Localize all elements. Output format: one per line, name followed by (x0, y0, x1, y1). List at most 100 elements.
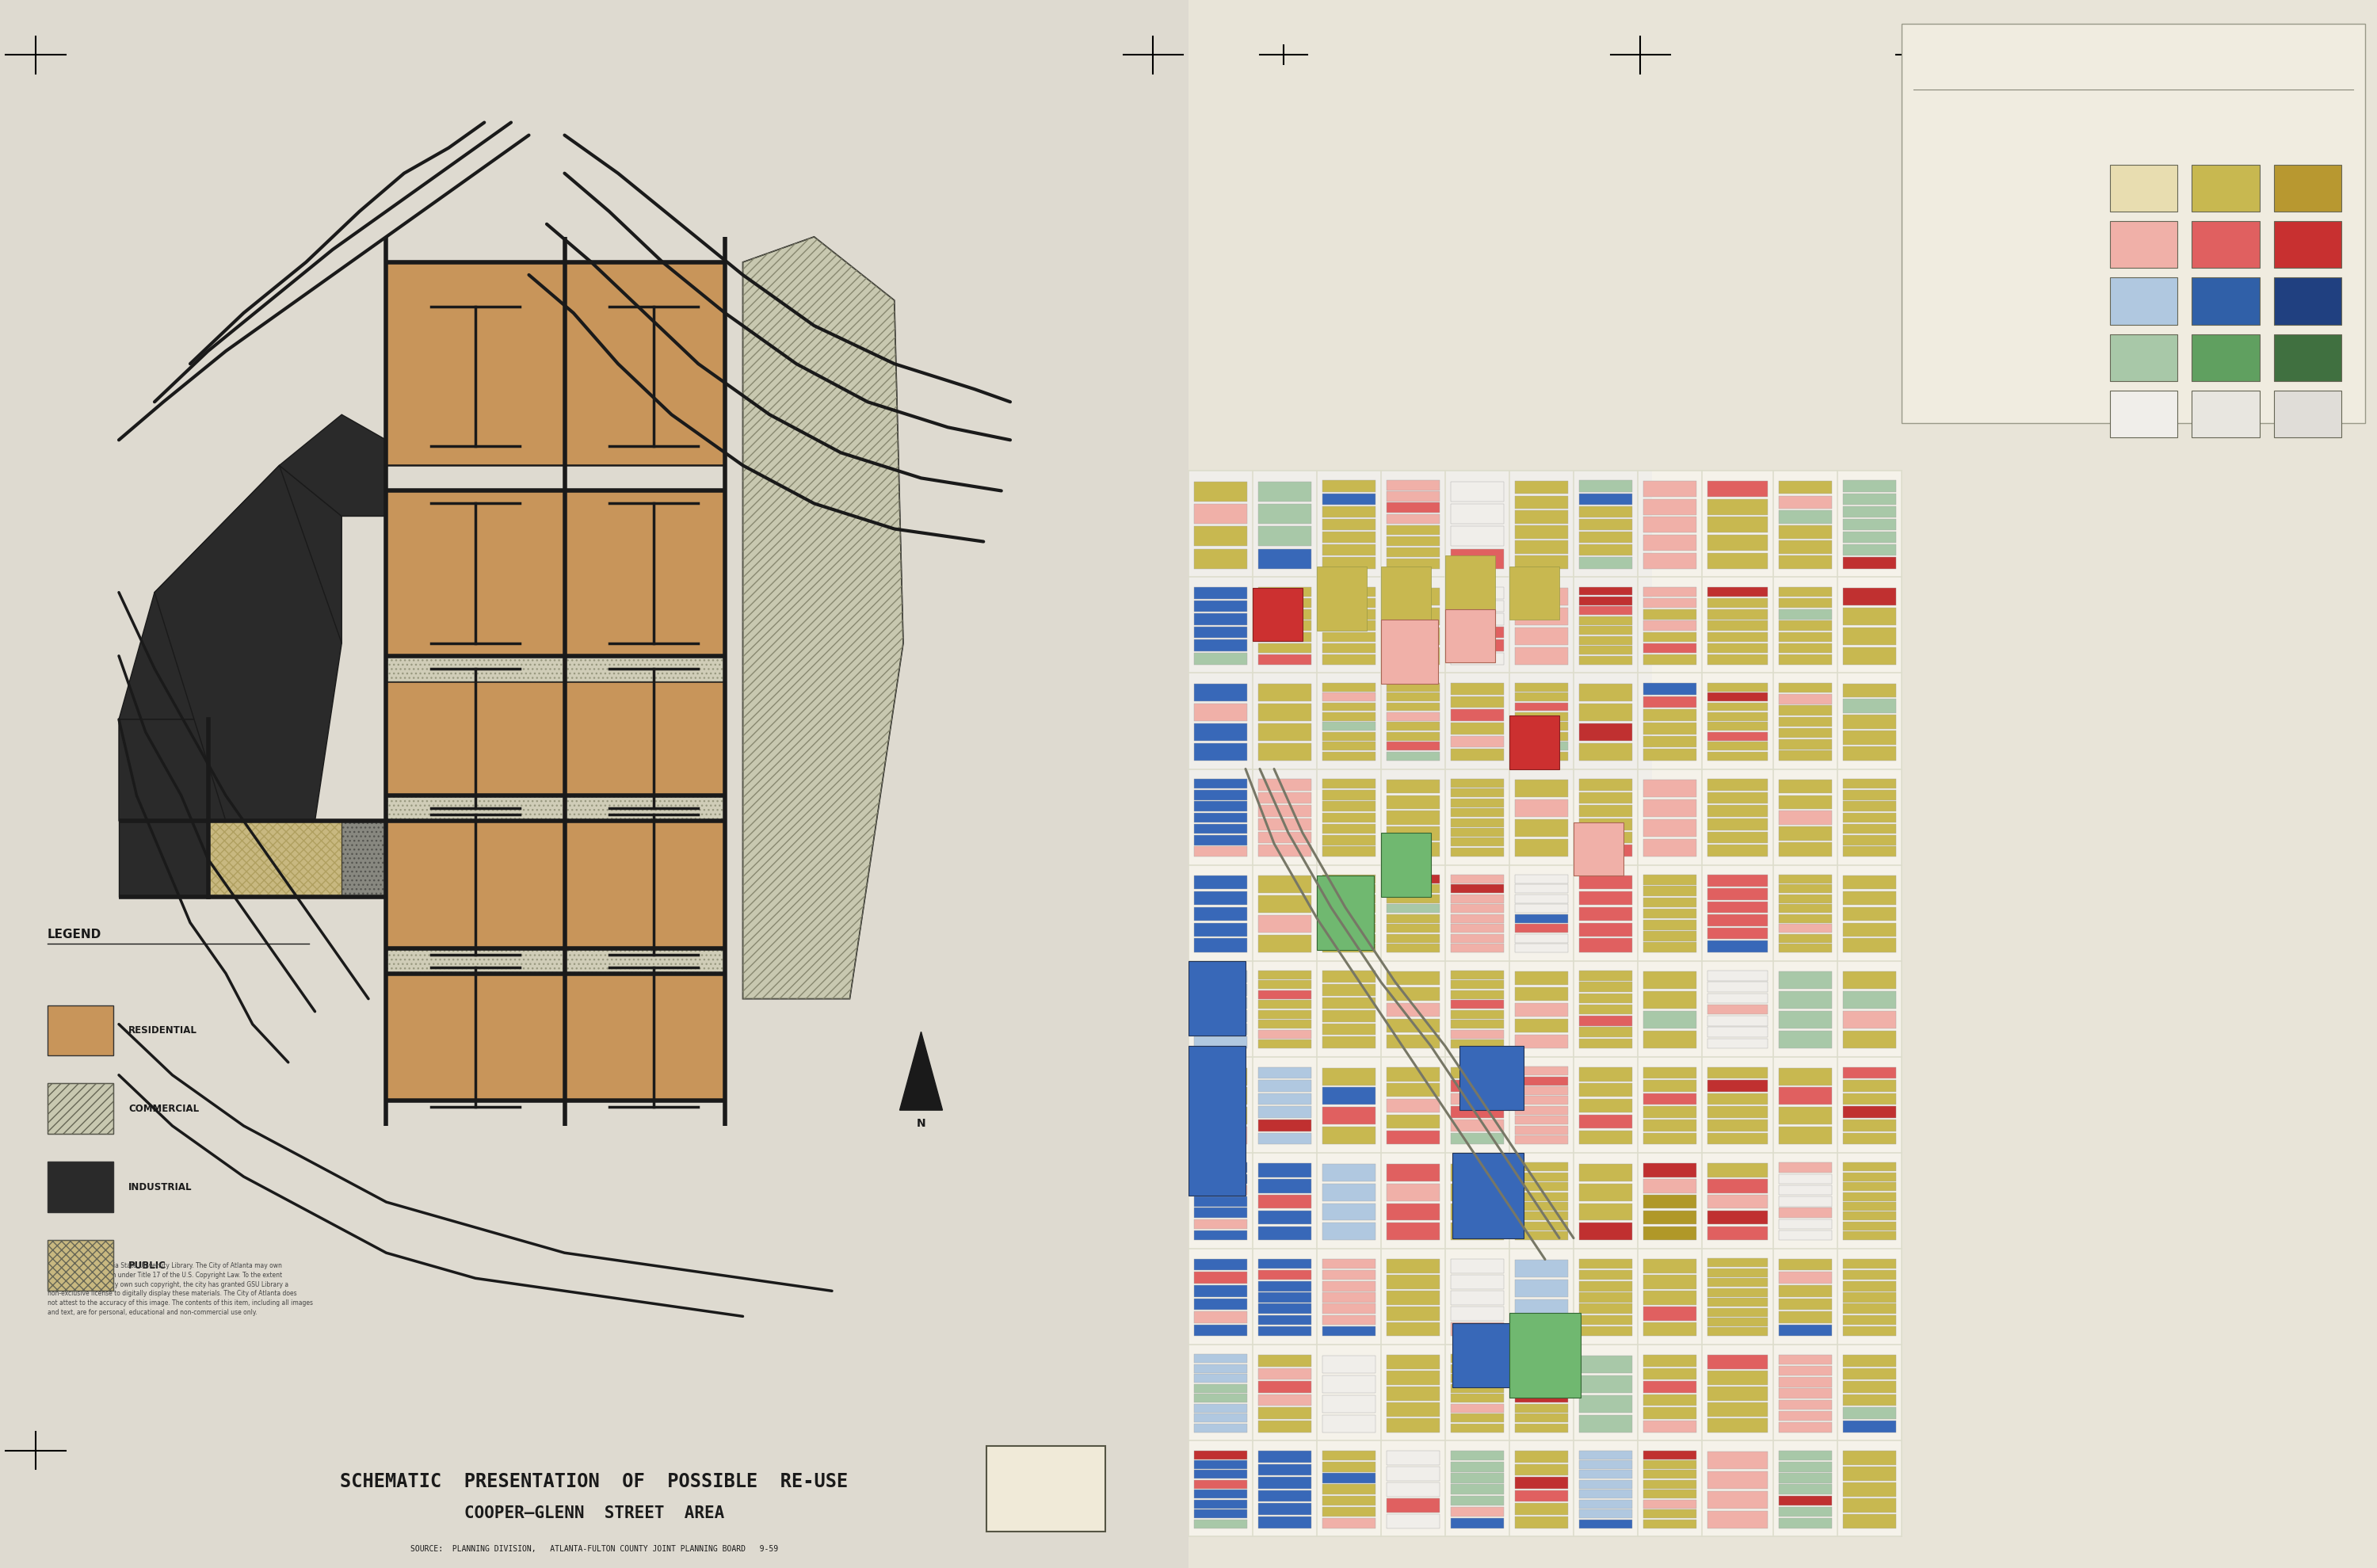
Bar (1193, 790, 1248, 800)
Bar (1450, 1019, 1505, 1029)
Bar (1193, 875, 1248, 889)
Bar (1842, 1270, 1897, 1279)
Bar (1778, 884, 1833, 894)
Bar (1322, 1024, 1376, 1035)
Bar (1842, 1192, 1897, 1201)
Polygon shape (742, 237, 903, 999)
Polygon shape (119, 466, 342, 720)
Bar (1778, 1298, 1833, 1309)
Bar (1842, 939, 1897, 952)
Bar (1514, 905, 1569, 913)
Bar (1257, 527, 1312, 546)
Bar (1643, 942, 1697, 952)
Bar (1322, 1496, 1376, 1505)
Bar (1386, 480, 1440, 491)
Bar (1257, 1303, 1312, 1314)
Bar (1778, 1311, 1833, 1323)
Bar (1193, 1298, 1248, 1309)
Bar (1707, 1510, 1768, 1529)
Bar (1322, 1068, 1376, 1085)
Bar (1778, 1218, 1833, 1229)
Bar (1514, 1374, 1569, 1383)
Bar (1386, 558, 1440, 569)
Bar (1322, 1414, 1376, 1432)
Bar (1257, 806, 1312, 817)
Bar (1322, 836, 1376, 845)
Bar (1578, 1450, 1633, 1460)
Bar (1842, 1259, 1897, 1269)
Bar (1643, 597, 1697, 608)
Bar (1450, 1203, 1505, 1220)
Bar (1450, 1132, 1505, 1145)
Bar (1842, 1367, 1897, 1380)
Bar (1778, 1485, 1833, 1494)
Bar (1778, 586, 1833, 597)
Bar (1386, 875, 1440, 883)
Bar (1514, 1192, 1569, 1201)
Polygon shape (385, 262, 725, 466)
Bar (1386, 795, 1440, 809)
Bar (1778, 481, 1833, 494)
Bar (1193, 549, 1248, 569)
Bar (1514, 1035, 1569, 1049)
Bar (1322, 632, 1376, 641)
Text: SCHEMATIC  PRESENTATION  OF  POSSIBLE  RE-USE: SCHEMATIC PRESENTATION OF POSSIBLE RE-US… (340, 1472, 849, 1491)
Bar (1386, 1402, 1440, 1416)
Bar (1450, 1010, 1505, 1019)
Bar (1257, 1327, 1312, 1336)
Bar (1643, 991, 1697, 1008)
Bar (1578, 922, 1633, 936)
Bar (2111, 221, 2177, 268)
Bar (1778, 944, 1833, 952)
Bar (1450, 1322, 1505, 1336)
Bar (1707, 902, 1768, 913)
Bar (1842, 1132, 1897, 1145)
Bar (1707, 1132, 1768, 1145)
Bar (1386, 491, 1440, 502)
Bar (1778, 842, 1833, 856)
Bar (2192, 278, 2258, 325)
Bar (1842, 801, 1897, 811)
Bar (1578, 655, 1633, 665)
Text: STANDARD: STANDARD (2125, 133, 2161, 141)
Bar (1322, 1281, 1376, 1290)
Bar (1578, 1316, 1633, 1325)
Bar (1514, 541, 1569, 554)
Bar (1386, 712, 1440, 721)
Bar (1778, 597, 1833, 608)
Bar (1257, 1477, 1312, 1488)
Bar (1386, 894, 1440, 903)
Bar (1257, 1504, 1312, 1515)
Bar (1386, 1322, 1440, 1336)
Bar (1707, 723, 1768, 731)
Bar (1578, 1068, 1633, 1082)
Bar (1322, 935, 1376, 942)
Text: RESIDENTIAL: RESIDENTIAL (1916, 183, 1971, 193)
Bar (1322, 847, 1376, 856)
Bar (48, 1240, 114, 1290)
Bar (1257, 916, 1312, 933)
Bar (1450, 1163, 1505, 1181)
Bar (1842, 1408, 1897, 1419)
Bar (1778, 511, 1833, 524)
Bar (1257, 1316, 1312, 1325)
Bar (1578, 818, 1633, 829)
Bar (1386, 648, 1440, 665)
Polygon shape (385, 795, 725, 822)
Bar (1322, 801, 1376, 811)
Bar (1193, 1460, 1248, 1469)
Bar (1578, 684, 1633, 701)
Bar (1842, 1281, 1897, 1290)
Bar (1707, 1402, 1768, 1416)
Bar (1778, 1127, 1833, 1145)
Bar (1707, 712, 1768, 721)
Bar (1450, 1507, 1505, 1516)
Bar (1193, 1510, 1248, 1518)
Bar (1842, 480, 1897, 492)
Bar (1842, 557, 1897, 569)
Bar (1257, 1132, 1312, 1145)
Bar (1643, 1306, 1697, 1320)
Bar (1842, 891, 1897, 905)
Bar (1193, 1174, 1248, 1184)
Bar (1386, 732, 1440, 740)
